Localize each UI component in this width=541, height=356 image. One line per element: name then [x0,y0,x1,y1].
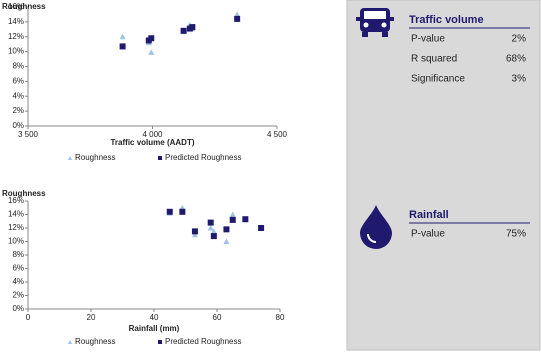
legend-marker [68,156,72,160]
point [229,216,236,223]
stat-label: P-value [411,229,445,240]
x-tick-label: 0 [26,313,31,322]
legend-marker [158,340,162,344]
x-axis-title: Rainfall (mm) [129,324,180,333]
side-panel [346,0,541,351]
point [148,35,155,42]
point [258,225,265,231]
point [119,33,126,40]
point [189,24,196,31]
x-tick-label: 80 [276,313,285,322]
stat-label: Significance [411,74,465,85]
legend-label: Roughness [75,153,115,162]
y-tick-label: 8% [12,250,24,259]
legend-marker [68,340,72,344]
legend-label: Roughness [75,337,115,346]
y-tick-label: 4% [12,277,24,286]
x-tick-label: 20 [87,313,96,322]
drop-icon [360,205,392,249]
x-tick-label: 4 500 [267,130,288,139]
stat-label: R squared [411,54,457,65]
point [223,226,230,233]
point [180,27,187,34]
y-tick-label: 14% [8,17,24,26]
point [179,208,186,215]
car-icon [356,8,394,37]
stat-value: 2% [512,34,527,45]
stat-value: 3% [512,74,527,85]
stat-value: 75% [506,229,526,240]
legend-label: Predicted Roughness [165,337,242,346]
point [210,228,217,234]
point [207,219,214,226]
panel-title: Rainfall [409,209,449,221]
point [229,211,236,217]
point [210,233,217,240]
y-tick-label: 0% [12,304,24,313]
point [234,15,241,22]
y-tick-label: 2% [12,106,24,115]
stat-label: P-value [411,34,445,45]
chart-title: Roughness [2,2,46,11]
chart-title: Roughness [2,189,46,198]
legend-marker [158,156,162,160]
point [207,225,214,231]
x-tick-label: 60 [213,313,222,322]
y-tick-label: 16% [8,196,24,205]
y-tick-label: 8% [12,62,24,71]
x-axis-title: Traffic volume (AADT) [110,138,194,147]
y-tick-label: 4% [12,91,24,100]
stat-value: 68% [506,54,526,65]
y-tick-label: 10% [8,237,24,246]
x-tick-label: 3 500 [18,130,39,139]
legend-label: Predicted Roughness [165,153,242,162]
panel-title: Traffic volume [409,14,484,26]
point [166,208,173,215]
y-tick-label: 14% [8,210,24,219]
y-tick-label: 6% [12,264,24,273]
y-tick-label: 6% [12,76,24,85]
point [119,43,126,50]
y-tick-label: 12% [8,223,24,232]
point [242,216,249,223]
y-tick-label: 0% [12,121,24,130]
point [191,228,198,235]
point [223,238,230,244]
point [191,231,198,238]
point [148,49,155,55]
x-tick-label: 40 [150,313,159,322]
y-tick-label: 2% [12,291,24,300]
y-tick-label: 12% [8,32,24,41]
y-tick-label: 16% [8,2,24,11]
y-tick-label: 10% [8,47,24,56]
x-tick-label: 4 000 [142,130,163,139]
point [234,11,241,17]
